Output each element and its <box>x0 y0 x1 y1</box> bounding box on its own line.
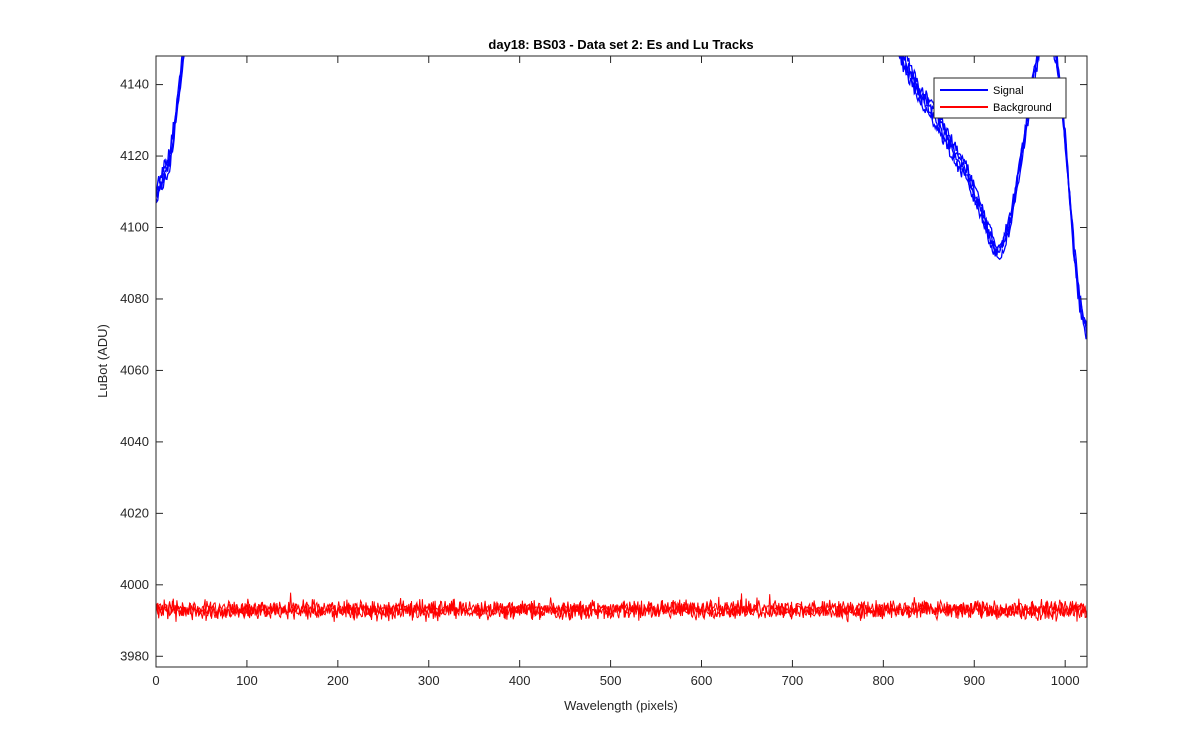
y-tick-label: 4000 <box>120 577 149 592</box>
x-tick-label: 1000 <box>1051 673 1080 688</box>
signal-series-line <box>902 56 1087 326</box>
plot-area <box>156 56 1087 667</box>
legend-box <box>933 77 1067 119</box>
background-series-line <box>156 593 1087 622</box>
ticks-layer: 0 100 200 300 400 500 600 700 800 900 1000 3980 4000… <box>120 56 1087 688</box>
y-tick-label: 4040 <box>120 434 149 449</box>
y-axis-label: LuBot (ADU) <box>95 324 110 398</box>
x-axis-label: Wavelength (pixels) <box>564 698 678 713</box>
y-tick-label: 4140 <box>120 77 149 92</box>
y-tick-label: 4080 <box>120 291 149 306</box>
y-tick-label: 4100 <box>120 220 149 235</box>
signal-series-line <box>156 56 183 192</box>
x-tick-label: 500 <box>600 673 622 688</box>
x-tick-label: 900 <box>963 673 985 688</box>
x-tick-label: 0 <box>152 673 159 688</box>
x-tick-label: 400 <box>509 673 531 688</box>
x-tick-label: 300 <box>418 673 440 688</box>
x-tick-label: 100 <box>236 673 258 688</box>
x-tick-label: 800 <box>872 673 894 688</box>
legend-label-signal: Signal <box>993 85 1024 97</box>
x-tick-label: 600 <box>691 673 713 688</box>
y-tick-label: 4020 <box>120 505 149 520</box>
signal-series-line <box>900 56 1087 327</box>
legend: Signal Background <box>933 77 1067 119</box>
x-tick-label: 700 <box>782 673 804 688</box>
legend-label-background: Background <box>993 102 1052 114</box>
y-tick-label: 4120 <box>120 148 149 163</box>
chart-title: day18: BS03 - Data set 2: Es and Lu Trac… <box>488 37 753 52</box>
series-layer <box>156 56 1087 623</box>
y-tick-label: 3980 <box>120 648 149 663</box>
axes-box <box>155 55 1088 668</box>
y-tick-label: 4060 <box>120 362 149 377</box>
x-tick-label: 200 <box>327 673 349 688</box>
